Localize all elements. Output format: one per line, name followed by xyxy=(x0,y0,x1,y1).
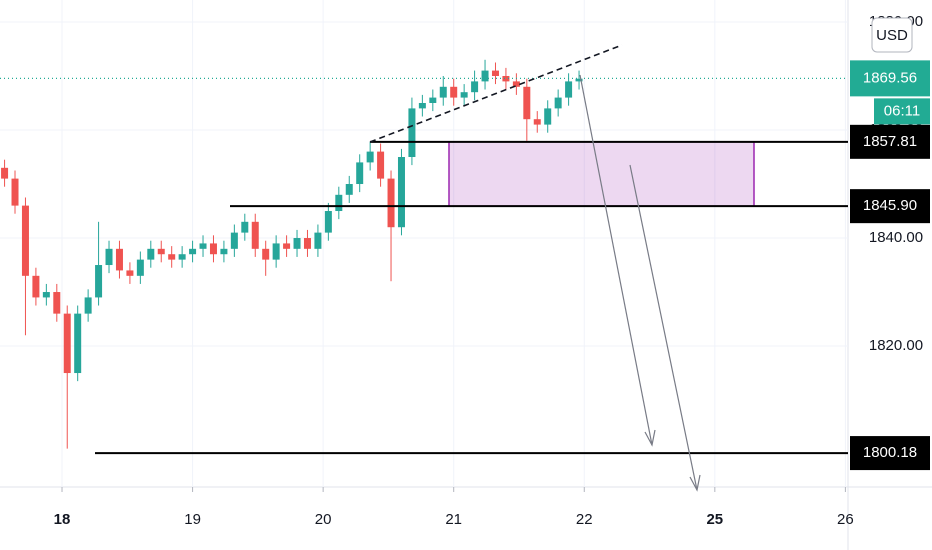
candle-body xyxy=(491,70,499,76)
candle-body xyxy=(32,275,40,298)
candle-body xyxy=(136,259,144,276)
currency-button[interactable]: USD xyxy=(871,17,913,53)
currency-label[interactable]: USD xyxy=(876,27,908,44)
candle-body xyxy=(95,265,103,298)
candle-body xyxy=(251,221,259,249)
level-label: 1800.18 xyxy=(863,444,917,461)
candle-body xyxy=(230,232,238,249)
candle-body xyxy=(575,78,583,82)
countdown-badge xyxy=(874,98,930,125)
last-price-badge xyxy=(850,60,930,97)
candle-body xyxy=(439,86,447,98)
arrow xyxy=(579,74,653,446)
candle-body xyxy=(429,97,437,103)
candle-body xyxy=(533,119,541,125)
candle-body xyxy=(126,270,134,276)
plot-area xyxy=(0,59,848,455)
candle-body xyxy=(74,313,82,374)
x-tick-label: 20 xyxy=(315,511,332,528)
countdown-label: 06:11 xyxy=(884,102,920,119)
level-label: 1857.81 xyxy=(863,133,917,150)
candle-body xyxy=(554,97,562,109)
candle-body xyxy=(168,254,176,260)
zone xyxy=(448,141,755,207)
candle-body xyxy=(199,243,207,249)
x-tick-label: 26 xyxy=(837,511,854,528)
candle-body xyxy=(314,232,322,249)
grid xyxy=(0,0,848,487)
candle-body xyxy=(512,81,520,87)
level-badge xyxy=(850,436,930,471)
y-tick-label: 1820.00 xyxy=(869,337,923,354)
candle-body xyxy=(418,102,426,109)
candle-body xyxy=(272,243,280,260)
candle-body xyxy=(63,313,71,374)
candle-body xyxy=(1,167,9,179)
candle-body xyxy=(345,184,353,195)
x-tick-label: 25 xyxy=(706,511,723,528)
candle-body xyxy=(471,81,479,93)
level-label: 1845.90 xyxy=(863,197,917,214)
candle-body xyxy=(450,86,458,98)
candle-body xyxy=(377,151,385,179)
candle-body xyxy=(523,86,531,120)
trend-line xyxy=(369,44,623,143)
last-price-label: 1869.56 xyxy=(863,69,917,86)
x-tick-label: 18 xyxy=(54,511,71,528)
candle-body xyxy=(220,248,228,255)
candle-body xyxy=(157,248,165,255)
candle-body xyxy=(21,205,29,276)
candle-body xyxy=(544,108,552,125)
candle-body xyxy=(209,243,217,255)
currency-button-box[interactable] xyxy=(871,17,913,53)
candle-body xyxy=(53,292,61,314)
y-tick-label: 1840.00 xyxy=(869,229,923,246)
candle-body xyxy=(283,243,291,249)
arrow-head xyxy=(644,429,656,447)
candle-body xyxy=(293,238,301,249)
candle-body xyxy=(11,178,19,206)
candle-body xyxy=(481,70,489,82)
candle-body xyxy=(356,162,364,185)
candle-body xyxy=(178,254,186,260)
candle-body xyxy=(502,75,510,82)
candle-body xyxy=(42,292,50,298)
x-tick-label: 19 xyxy=(184,511,201,528)
candle-body xyxy=(115,248,123,271)
candle-body xyxy=(387,178,395,228)
candle-body xyxy=(303,238,311,249)
x-tick-label: 21 xyxy=(445,511,462,528)
candle-body xyxy=(366,151,374,163)
arrow-head xyxy=(689,474,701,492)
candle-body xyxy=(189,248,197,255)
x-tick-label: 22 xyxy=(576,511,593,528)
level-badge xyxy=(850,124,930,159)
candle-body xyxy=(241,221,249,233)
level-badge xyxy=(850,189,930,224)
axes: 1820.001840.001860.001880.00181920212225… xyxy=(54,13,930,528)
candle-body xyxy=(460,92,468,98)
candle-body xyxy=(408,108,416,158)
candle-body xyxy=(324,211,332,233)
candle-body xyxy=(397,157,405,228)
candle-body xyxy=(84,297,92,314)
projection-arrows xyxy=(579,74,701,492)
candle-body xyxy=(565,81,573,98)
candle-body xyxy=(105,248,113,266)
candle-body xyxy=(147,248,155,260)
candle-body xyxy=(262,248,270,260)
arrow xyxy=(629,164,698,491)
candle-body xyxy=(335,194,343,212)
